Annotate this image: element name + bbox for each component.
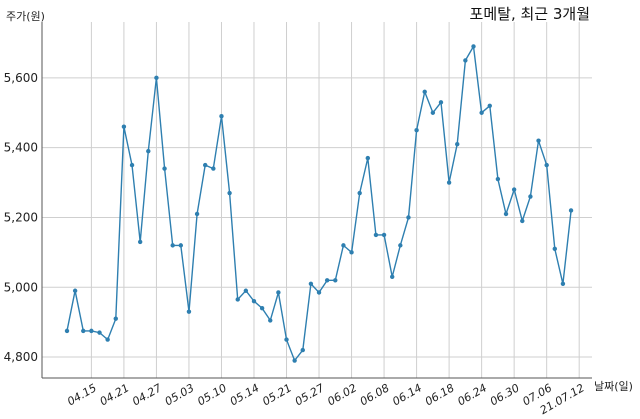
data-point — [300, 347, 305, 353]
data-point — [455, 141, 460, 147]
y-tick-labels: 4,800 5,000 5,200 5,400 5,600 — [4, 71, 38, 364]
x-tick-label: 06.02 — [325, 381, 359, 408]
x-tick-labels: 04.1504.2104.2705.0305.1005.1405.2105.27… — [65, 381, 587, 417]
data-point — [487, 103, 492, 108]
data-point — [333, 278, 338, 283]
data-point — [568, 208, 574, 213]
data-point — [276, 290, 281, 295]
data-point — [406, 215, 411, 220]
y-tick-label: 5,000 — [4, 280, 38, 294]
data-point — [97, 330, 102, 335]
data-point — [422, 89, 427, 95]
x-tick-label: 06.30 — [488, 381, 522, 408]
data-point — [113, 316, 118, 321]
data-point — [72, 288, 78, 293]
data-point — [544, 162, 549, 168]
data-point — [227, 190, 232, 196]
data-point — [268, 318, 273, 323]
x-tick-label: 06.24 — [455, 381, 489, 408]
x-tick-label: 06.08 — [358, 381, 392, 408]
data-point — [560, 281, 566, 286]
data-point — [528, 194, 533, 199]
x-tick-label: 06.18 — [423, 381, 457, 408]
data-point — [463, 58, 468, 63]
data-point — [292, 358, 297, 363]
data-point — [162, 166, 167, 171]
data-point — [194, 211, 200, 217]
data-point — [308, 281, 314, 286]
x-tick-label: 04.15 — [65, 381, 99, 408]
data-points — [64, 44, 574, 363]
y-axis-label: 주가(원) — [6, 10, 45, 23]
data-point — [243, 288, 249, 293]
data-point — [349, 250, 354, 255]
data-point — [154, 75, 159, 81]
y-tick-label: 5,400 — [4, 141, 38, 155]
data-point — [357, 190, 362, 196]
x-tick-label: 05.03 — [163, 381, 197, 408]
y-tick-label: 5,200 — [4, 210, 38, 224]
data-point — [178, 243, 184, 248]
data-point — [536, 138, 541, 143]
data-point — [495, 176, 501, 182]
data-point — [414, 127, 419, 133]
y-tick-label: 4,800 — [4, 350, 38, 364]
data-point — [324, 278, 330, 283]
x-tick-label: 04.21 — [98, 381, 132, 408]
data-point — [373, 232, 379, 238]
data-point — [284, 337, 289, 342]
x-tick-label: 05.27 — [293, 381, 327, 408]
data-point — [446, 180, 452, 185]
data-point — [219, 114, 224, 119]
data-point — [503, 211, 509, 217]
axes — [41, 22, 592, 379]
data-point — [520, 218, 525, 224]
data-point — [479, 110, 484, 115]
x-tick-label: 06.14 — [390, 381, 424, 408]
data-point — [398, 243, 403, 248]
data-point — [552, 246, 557, 252]
data-point — [430, 110, 436, 115]
data-point — [211, 166, 216, 171]
data-point — [146, 148, 151, 154]
x-tick-label: 04.27 — [130, 381, 164, 408]
x-tick-label: 05.10 — [195, 381, 229, 408]
data-point — [259, 305, 265, 311]
data-point — [186, 309, 192, 314]
x-axis-label: 날짜(일) — [594, 379, 633, 393]
data-point — [235, 297, 240, 302]
data-point — [471, 44, 476, 49]
data-point — [511, 187, 517, 192]
x-tick-label: 05.21 — [260, 381, 294, 408]
chart-title: 포메탈, 최근 3개월 — [470, 5, 590, 23]
gridlines — [42, 22, 592, 378]
data-point — [438, 100, 444, 105]
data-point — [251, 299, 257, 304]
data-point — [81, 328, 86, 334]
data-point — [341, 243, 346, 248]
y-tick-label: 5,600 — [4, 71, 38, 85]
data-point — [64, 328, 70, 334]
data-point — [129, 162, 135, 168]
data-point — [170, 243, 175, 248]
data-point — [365, 155, 371, 161]
data-point — [203, 162, 208, 168]
x-tick-label: 05.14 — [228, 381, 262, 408]
data-point — [316, 290, 322, 295]
data-point — [137, 239, 143, 245]
data-point — [121, 124, 127, 129]
data-point — [381, 232, 387, 238]
data-point — [390, 274, 395, 279]
data-point — [105, 337, 110, 342]
data-point — [89, 328, 94, 334]
